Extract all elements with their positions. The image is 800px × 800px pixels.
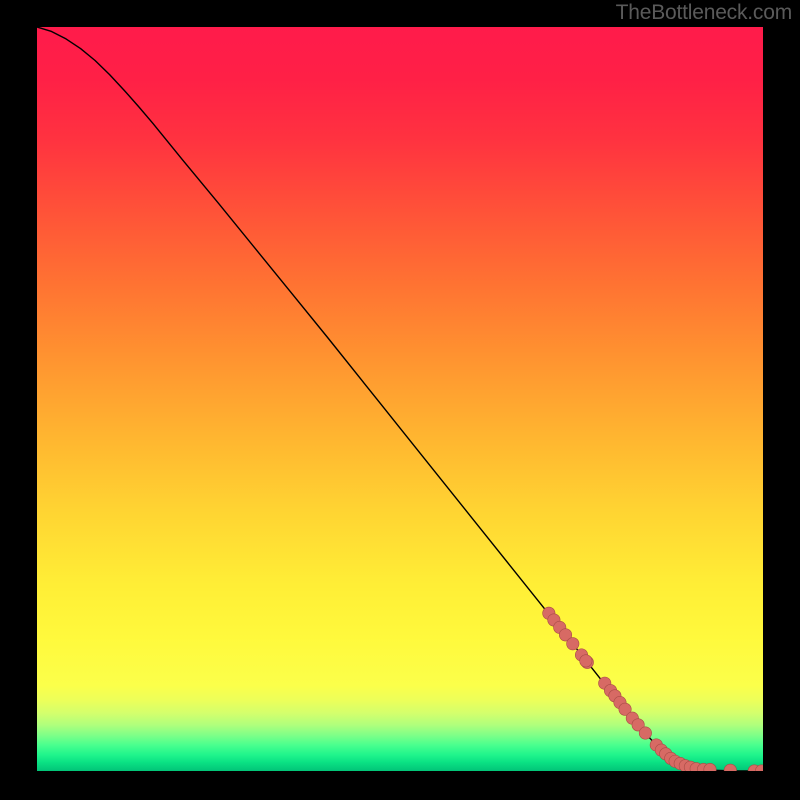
data-marker [580,655,592,667]
gradient-background [37,27,763,771]
chart-frame: TheBottleneck.com [0,0,800,800]
data-marker [639,727,651,739]
data-marker [567,638,579,650]
chart-svg [37,27,763,771]
watermark-text: TheBottleneck.com [616,1,792,25]
plot-area [37,27,763,771]
